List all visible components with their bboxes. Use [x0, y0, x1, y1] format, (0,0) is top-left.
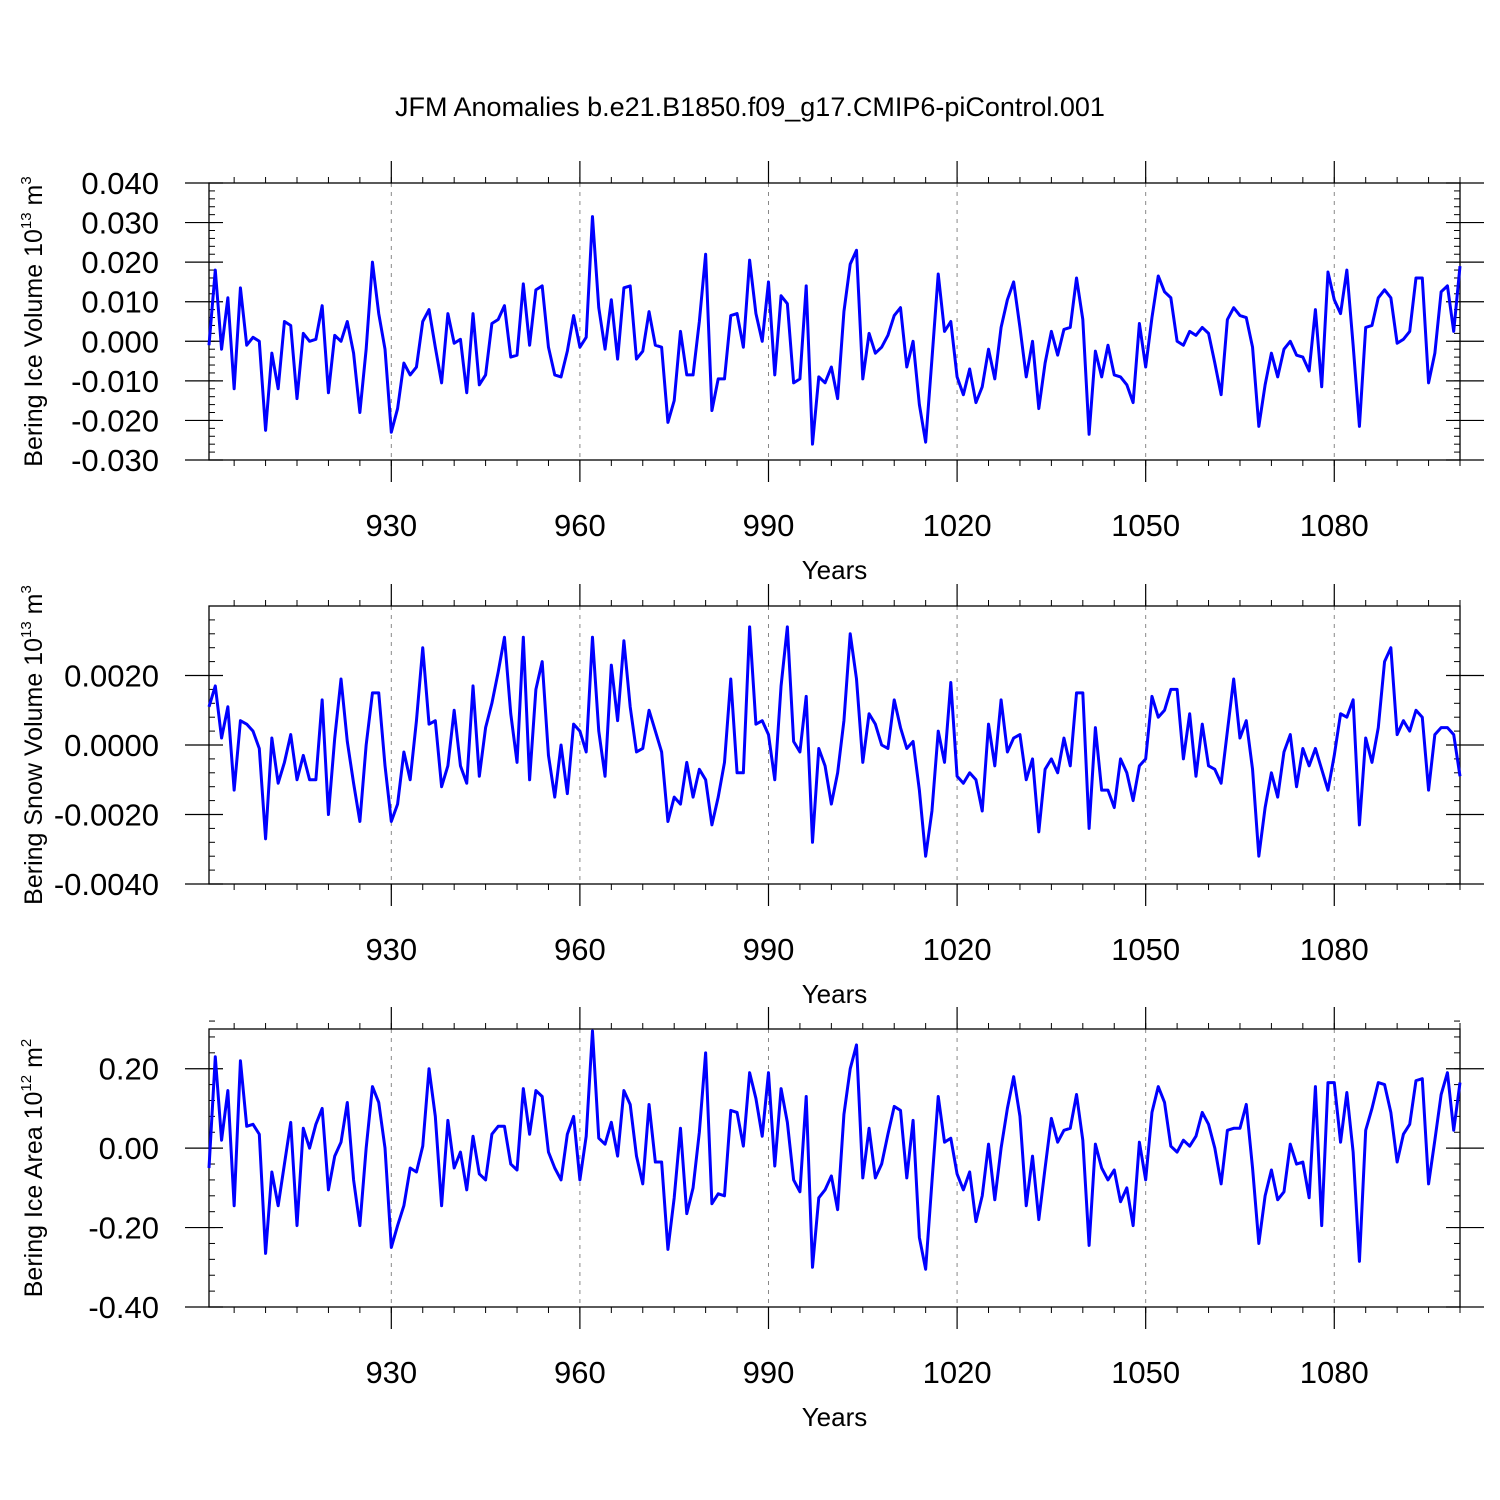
- y-axis-label: Bering Ice Volume 1013 m3: [18, 176, 48, 466]
- x-tick-label: 990: [743, 932, 795, 967]
- x-tick-label: 1020: [923, 508, 992, 543]
- data-series-line: [207, 625, 1462, 858]
- x-axis-label: Years: [802, 555, 868, 585]
- x-tick-label: 1020: [923, 932, 992, 967]
- y-tick-label: 0.040: [81, 166, 159, 201]
- x-tick-label: 1050: [1111, 508, 1180, 543]
- y-tick-label: -0.030: [71, 443, 159, 478]
- plot-frame: [208, 1028, 1461, 1308]
- y-tick-label: 0.00: [99, 1131, 159, 1166]
- y-axis-label: Bering Snow Volume 1013 m3: [18, 585, 48, 905]
- y-tick-label: -0.0020: [54, 798, 159, 833]
- x-tick-label: 1080: [1300, 932, 1369, 967]
- plot-frame: [208, 182, 1461, 461]
- y-axis-label-text: Bering Ice Area 10: [20, 1092, 48, 1298]
- y-axis-label-exponent: 13: [18, 621, 35, 638]
- y-tick-label: 0.0000: [64, 728, 159, 763]
- y-axis-label-text: Bering Snow Volume 10: [20, 638, 48, 905]
- y-axis-label-unit: m: [20, 1047, 48, 1075]
- chart-panel-3: -0.40 -0.20 0.00 0.20 930 960 990 1020 1050 1080 Y…: [18, 1007, 1484, 1432]
- data-series-line: [207, 1029, 1462, 1271]
- x-tick-label: 1080: [1300, 508, 1369, 543]
- x-tick-label: 930: [365, 932, 417, 967]
- x-tick-label: 960: [554, 932, 606, 967]
- y-tick-label: 0.20: [99, 1052, 159, 1087]
- x-tick-label: 930: [365, 1355, 417, 1390]
- y-tick-label: 0.010: [81, 285, 159, 320]
- plot-frame: [208, 605, 1461, 885]
- chart-title: JFM Anomalies b.e21.B1850.f09_g17.CMIP6-…: [395, 92, 1105, 122]
- data-series-line: [207, 215, 1462, 446]
- x-tick-label: 990: [743, 1355, 795, 1390]
- y-axis-label-unit: m: [20, 185, 48, 213]
- y-axis-label-exponent: 12: [18, 1075, 35, 1092]
- y-tick-label: -0.20: [88, 1211, 159, 1246]
- y-axis-label-unit-exponent: 3: [18, 176, 35, 184]
- y-tick-label: -0.40: [88, 1290, 159, 1325]
- y-axis-label: Bering Ice Area 1012 m2: [18, 1039, 48, 1298]
- x-tick-label: 990: [743, 508, 795, 543]
- chart-panel-1: -0.030 -0.020 -0.010 0.000 0.010 0.020 0.030 0.…: [18, 161, 1484, 585]
- x-tick-label: 960: [554, 508, 606, 543]
- x-tick-label: 960: [554, 1355, 606, 1390]
- x-tick-label: 1050: [1111, 932, 1180, 967]
- x-tick-label: 1020: [923, 1355, 992, 1390]
- y-tick-label: 0.0020: [64, 659, 159, 694]
- y-tick-label: 0.030: [81, 206, 159, 241]
- x-tick-label: 930: [365, 508, 417, 543]
- y-axis-label-exponent: 13: [18, 212, 35, 229]
- y-axis-label-text: Bering Ice Volume 10: [20, 229, 48, 467]
- x-tick-label: 1080: [1300, 1355, 1369, 1390]
- y-tick-label: -0.0040: [54, 867, 159, 902]
- x-axis-label: Years: [802, 1402, 868, 1432]
- y-tick-label: 0.000: [81, 324, 159, 359]
- x-axis-label: Years: [802, 979, 868, 1009]
- y-axis-label-unit: m: [20, 594, 48, 622]
- y-axis-label-unit-exponent: 2: [18, 1039, 35, 1047]
- chart-panel-2: -0.0040 -0.0020 0.0000 0.0020 930 960 990 1020 1…: [18, 584, 1484, 1009]
- y-tick-label: 0.020: [81, 245, 159, 280]
- y-tick-label: -0.010: [71, 364, 159, 399]
- y-axis-label-unit-exponent: 3: [18, 585, 35, 593]
- x-tick-label: 1050: [1111, 1355, 1180, 1390]
- y-tick-label: -0.020: [71, 403, 159, 438]
